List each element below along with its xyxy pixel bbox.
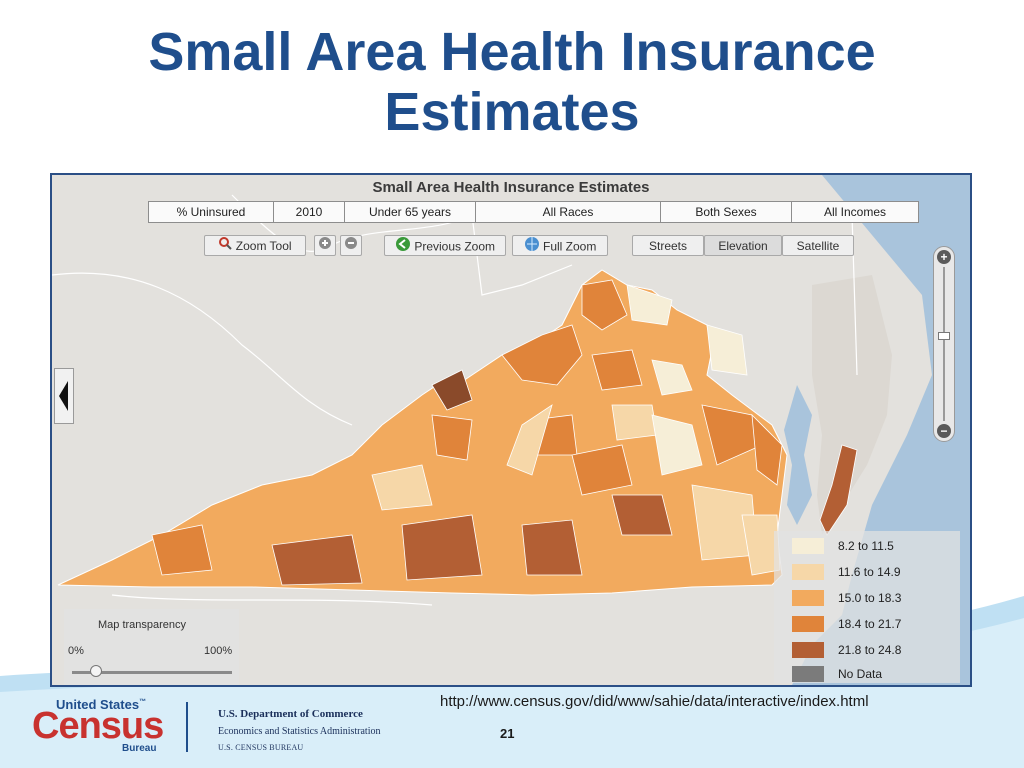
pan-left-button[interactable] (54, 368, 74, 424)
dept-line-2: Economics and Statistics Administration (218, 726, 381, 737)
logo-tm: ™ (139, 698, 147, 706)
full-zoom-label: Full Zoom (543, 239, 597, 254)
zoom-tool-button[interactable]: Zoom Tool (204, 235, 306, 256)
legend-item: No Data (792, 665, 882, 683)
legend-label: 21.8 to 24.8 (838, 643, 902, 657)
transparency-track[interactable] (72, 671, 232, 674)
filter-measure[interactable]: % Uninsured (149, 202, 274, 222)
satellite-button[interactable]: Satellite (782, 235, 854, 256)
zoom-in-icon (318, 236, 332, 257)
previous-zoom-label: Previous Zoom (414, 239, 496, 254)
legend-label: 18.4 to 21.7 (838, 617, 902, 631)
legend-label: 15.0 to 18.3 (838, 591, 902, 605)
dept-block: U.S. Department of Commerce Economics an… (218, 708, 381, 752)
dept-line-1: U.S. Department of Commerce (218, 708, 363, 720)
legend-swatch (792, 666, 824, 682)
title-line-1: Small Area Health Insurance (148, 22, 876, 82)
back-arrow-icon (395, 236, 411, 259)
legend-swatch (792, 590, 824, 606)
logo-united-states-text: United States (56, 697, 140, 712)
previous-zoom-button[interactable]: Previous Zoom (384, 235, 506, 256)
zoom-slider-thumb[interactable] (938, 332, 950, 341)
legend-label: No Data (838, 667, 883, 681)
page-number: 21 (500, 726, 515, 741)
logo-bureau: Bureau (122, 743, 157, 754)
zoom-tool-label: Zoom Tool (235, 239, 292, 253)
zoom-out-icon (344, 236, 358, 257)
transparency-max-label: 100% (204, 645, 233, 657)
legend-item: 21.8 to 24.8 (792, 641, 901, 659)
zoom-in-button[interactable] (314, 235, 336, 256)
streets-button[interactable]: Streets (632, 235, 704, 256)
legend-item: 8.2 to 11.5 (792, 537, 894, 555)
legend-swatch (792, 616, 824, 632)
filter-year[interactable]: 2010 (274, 202, 345, 222)
logo-united-states: United States™ (56, 697, 146, 712)
transparency-min-label: 0% (68, 645, 84, 657)
zoom-slider-plus[interactable]: + (937, 250, 951, 264)
legend-swatch (792, 564, 824, 580)
title-line-2: Estimates (384, 82, 640, 142)
zoom-slider[interactable]: + − (933, 246, 955, 442)
legend-label: 11.6 to 14.9 (838, 565, 901, 579)
legend-label: 8.2 to 11.5 (838, 539, 894, 553)
filter-sex[interactable]: Both Sexes (661, 202, 792, 222)
virginia-state[interactable] (57, 269, 788, 596)
legend: 8.2 to 11.5 11.6 to 14.9 15.0 to 18.3 18… (774, 531, 960, 683)
county-regions[interactable] (151, 279, 783, 586)
legend-item: 18.4 to 21.7 (792, 615, 901, 633)
transparency-label: Map transparency (98, 619, 187, 631)
dept-line-3: U.S. CENSUS BUREAU (218, 743, 304, 752)
filter-race[interactable]: All Races (476, 202, 661, 222)
full-zoom-button[interactable]: Full Zoom (512, 235, 608, 256)
filter-bar: % Uninsured 2010 Under 65 years All Race… (148, 201, 919, 223)
map-viewer[interactable]: Small Area Health Insurance Estimates % … (50, 173, 972, 687)
globe-icon (524, 236, 540, 259)
transparency-thumb[interactable] (90, 665, 102, 677)
legend-swatch (792, 642, 824, 658)
elevation-button[interactable]: Elevation (704, 235, 782, 256)
zoom-out-button[interactable] (340, 235, 362, 256)
filter-income[interactable]: All Incomes (823, 205, 887, 219)
map-title: Small Area Health Insurance Estimates (372, 179, 650, 196)
footer-divider (186, 702, 188, 752)
legend-item: 11.6 to 14.9 (792, 563, 901, 581)
map-transparency-panel: Map transparency 0% 100% (64, 609, 239, 685)
legend-item: 15.0 to 18.3 (792, 589, 901, 607)
logo-census: Census (32, 705, 164, 747)
magnifier-icon (218, 236, 233, 257)
source-url[interactable]: http://www.census.gov/did/www/sahie/data… (440, 693, 869, 710)
legend-swatch (792, 538, 824, 554)
filter-age[interactable]: Under 65 years (345, 202, 476, 222)
left-arrow-icon (59, 381, 68, 411)
peninsula-land (812, 275, 892, 535)
zoom-slider-minus[interactable]: − (937, 424, 951, 438)
zoom-slider-track (943, 267, 945, 421)
census-bureau-logo: United States™ Census Bureau (30, 697, 170, 757)
bay-area (784, 385, 812, 525)
page-title: Small Area Health Insurance Estimates (0, 22, 1024, 142)
